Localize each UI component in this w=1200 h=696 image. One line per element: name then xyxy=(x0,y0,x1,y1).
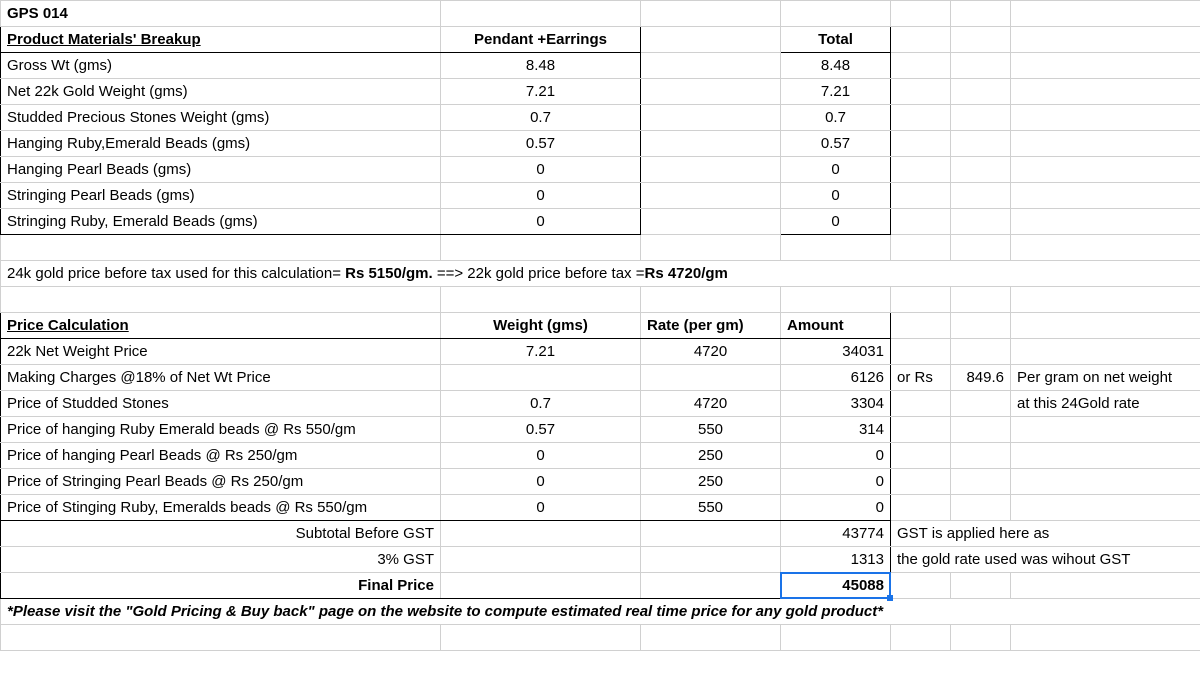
materials-row-label: Hanging Ruby,Emerald Beads (gms) xyxy=(1,131,441,157)
price-row-c: 4720 xyxy=(641,391,781,417)
price-note: or Rs xyxy=(891,365,951,391)
materials-row-label: Net 22k Gold Weight (gms) xyxy=(1,79,441,105)
price-row-c: 4720 xyxy=(641,339,781,365)
gst-label: 3% GST xyxy=(1,547,441,573)
materials-header-total: Total xyxy=(781,27,891,53)
price-row-d: 0 xyxy=(781,469,891,495)
subtotal-label: Subtotal Before GST xyxy=(1,521,441,547)
price-note: 849.6 xyxy=(951,365,1011,391)
gst-amount: 1313 xyxy=(781,547,891,573)
price-row-b: 0 xyxy=(441,443,641,469)
materials-row-b: 7.21 xyxy=(441,79,641,105)
subtotal-note: GST is applied here as xyxy=(891,521,1200,547)
materials-row-b: 0 xyxy=(441,209,641,235)
materials-title: Product Materials' Breakup xyxy=(1,27,441,53)
price-row-label: Price of Stringing Pearl Beads @ Rs 250/… xyxy=(1,469,441,495)
final-price-label: Final Price xyxy=(1,573,441,599)
materials-row-label: Hanging Pearl Beads (gms) xyxy=(1,157,441,183)
price-row-b: 0 xyxy=(441,469,641,495)
price-row-label: Price of Stinging Ruby, Emeralds beads @… xyxy=(1,495,441,521)
materials-row-label: Gross Wt (gms) xyxy=(1,53,441,79)
materials-row-d: 0 xyxy=(781,209,891,235)
price-row-d: 34031 xyxy=(781,339,891,365)
price-note: at this 24Gold rate xyxy=(1011,391,1200,417)
materials-header-pendant: Pendant +Earrings xyxy=(441,27,641,53)
price-row-d: 0 xyxy=(781,495,891,521)
price-row-label: Price of Studded Stones xyxy=(1,391,441,417)
materials-row-d: 7.21 xyxy=(781,79,891,105)
price-row-d: 6126 xyxy=(781,365,891,391)
final-price-amount[interactable]: 45088 xyxy=(781,573,891,599)
price-title: Price Calculation xyxy=(1,313,441,339)
materials-row-label: Stringing Pearl Beads (gms) xyxy=(1,183,441,209)
materials-row-b: 0 xyxy=(441,157,641,183)
spreadsheet[interactable]: GPS 014 Product Materials' Breakup Penda… xyxy=(0,0,1200,651)
price-header-weight: Weight (gms) xyxy=(441,313,641,339)
materials-row-label: Stringing Ruby, Emerald Beads (gms) xyxy=(1,209,441,235)
price-row-label: 22k Net Weight Price xyxy=(1,339,441,365)
price-row-b xyxy=(441,365,641,391)
price-row-d: 3304 xyxy=(781,391,891,417)
materials-row-d: 0.7 xyxy=(781,105,891,131)
materials-row-d: 0 xyxy=(781,183,891,209)
price-row-b: 7.21 xyxy=(441,339,641,365)
price-row-c: 250 xyxy=(641,469,781,495)
price-row-label: Price of hanging Ruby Emerald beads @ Rs… xyxy=(1,417,441,443)
product-code: GPS 014 xyxy=(1,1,441,27)
materials-row-b: 8.48 xyxy=(441,53,641,79)
price-header-rate: Rate (per gm) xyxy=(641,313,781,339)
price-row-c: 550 xyxy=(641,495,781,521)
price-row-b: 0.57 xyxy=(441,417,641,443)
footer-note: *Please visit the "Gold Pricing & Buy ba… xyxy=(1,599,1200,625)
price-row-b: 0.7 xyxy=(441,391,641,417)
price-row-d: 0 xyxy=(781,443,891,469)
price-note: Per gram on net weight xyxy=(1011,365,1200,391)
materials-row-b: 0.57 xyxy=(441,131,641,157)
price-row-label: Making Charges @18% of Net Wt Price xyxy=(1,365,441,391)
price-row-b: 0 xyxy=(441,495,641,521)
price-row-c: 250 xyxy=(641,443,781,469)
materials-row-b: 0 xyxy=(441,183,641,209)
gold-price-note: 24k gold price before tax used for this … xyxy=(1,261,1200,287)
price-row-c: 550 xyxy=(641,417,781,443)
subtotal-amount: 43774 xyxy=(781,521,891,547)
materials-row-label: Studded Precious Stones Weight (gms) xyxy=(1,105,441,131)
materials-row-d: 0.57 xyxy=(781,131,891,157)
gst-note: the gold rate used was wihout GST xyxy=(891,547,1200,573)
price-header-amount: Amount xyxy=(781,313,891,339)
materials-row-d: 0 xyxy=(781,157,891,183)
price-row-d: 314 xyxy=(781,417,891,443)
materials-row-d: 8.48 xyxy=(781,53,891,79)
price-row-c xyxy=(641,365,781,391)
materials-row-b: 0.7 xyxy=(441,105,641,131)
price-row-label: Price of hanging Pearl Beads @ Rs 250/gm xyxy=(1,443,441,469)
